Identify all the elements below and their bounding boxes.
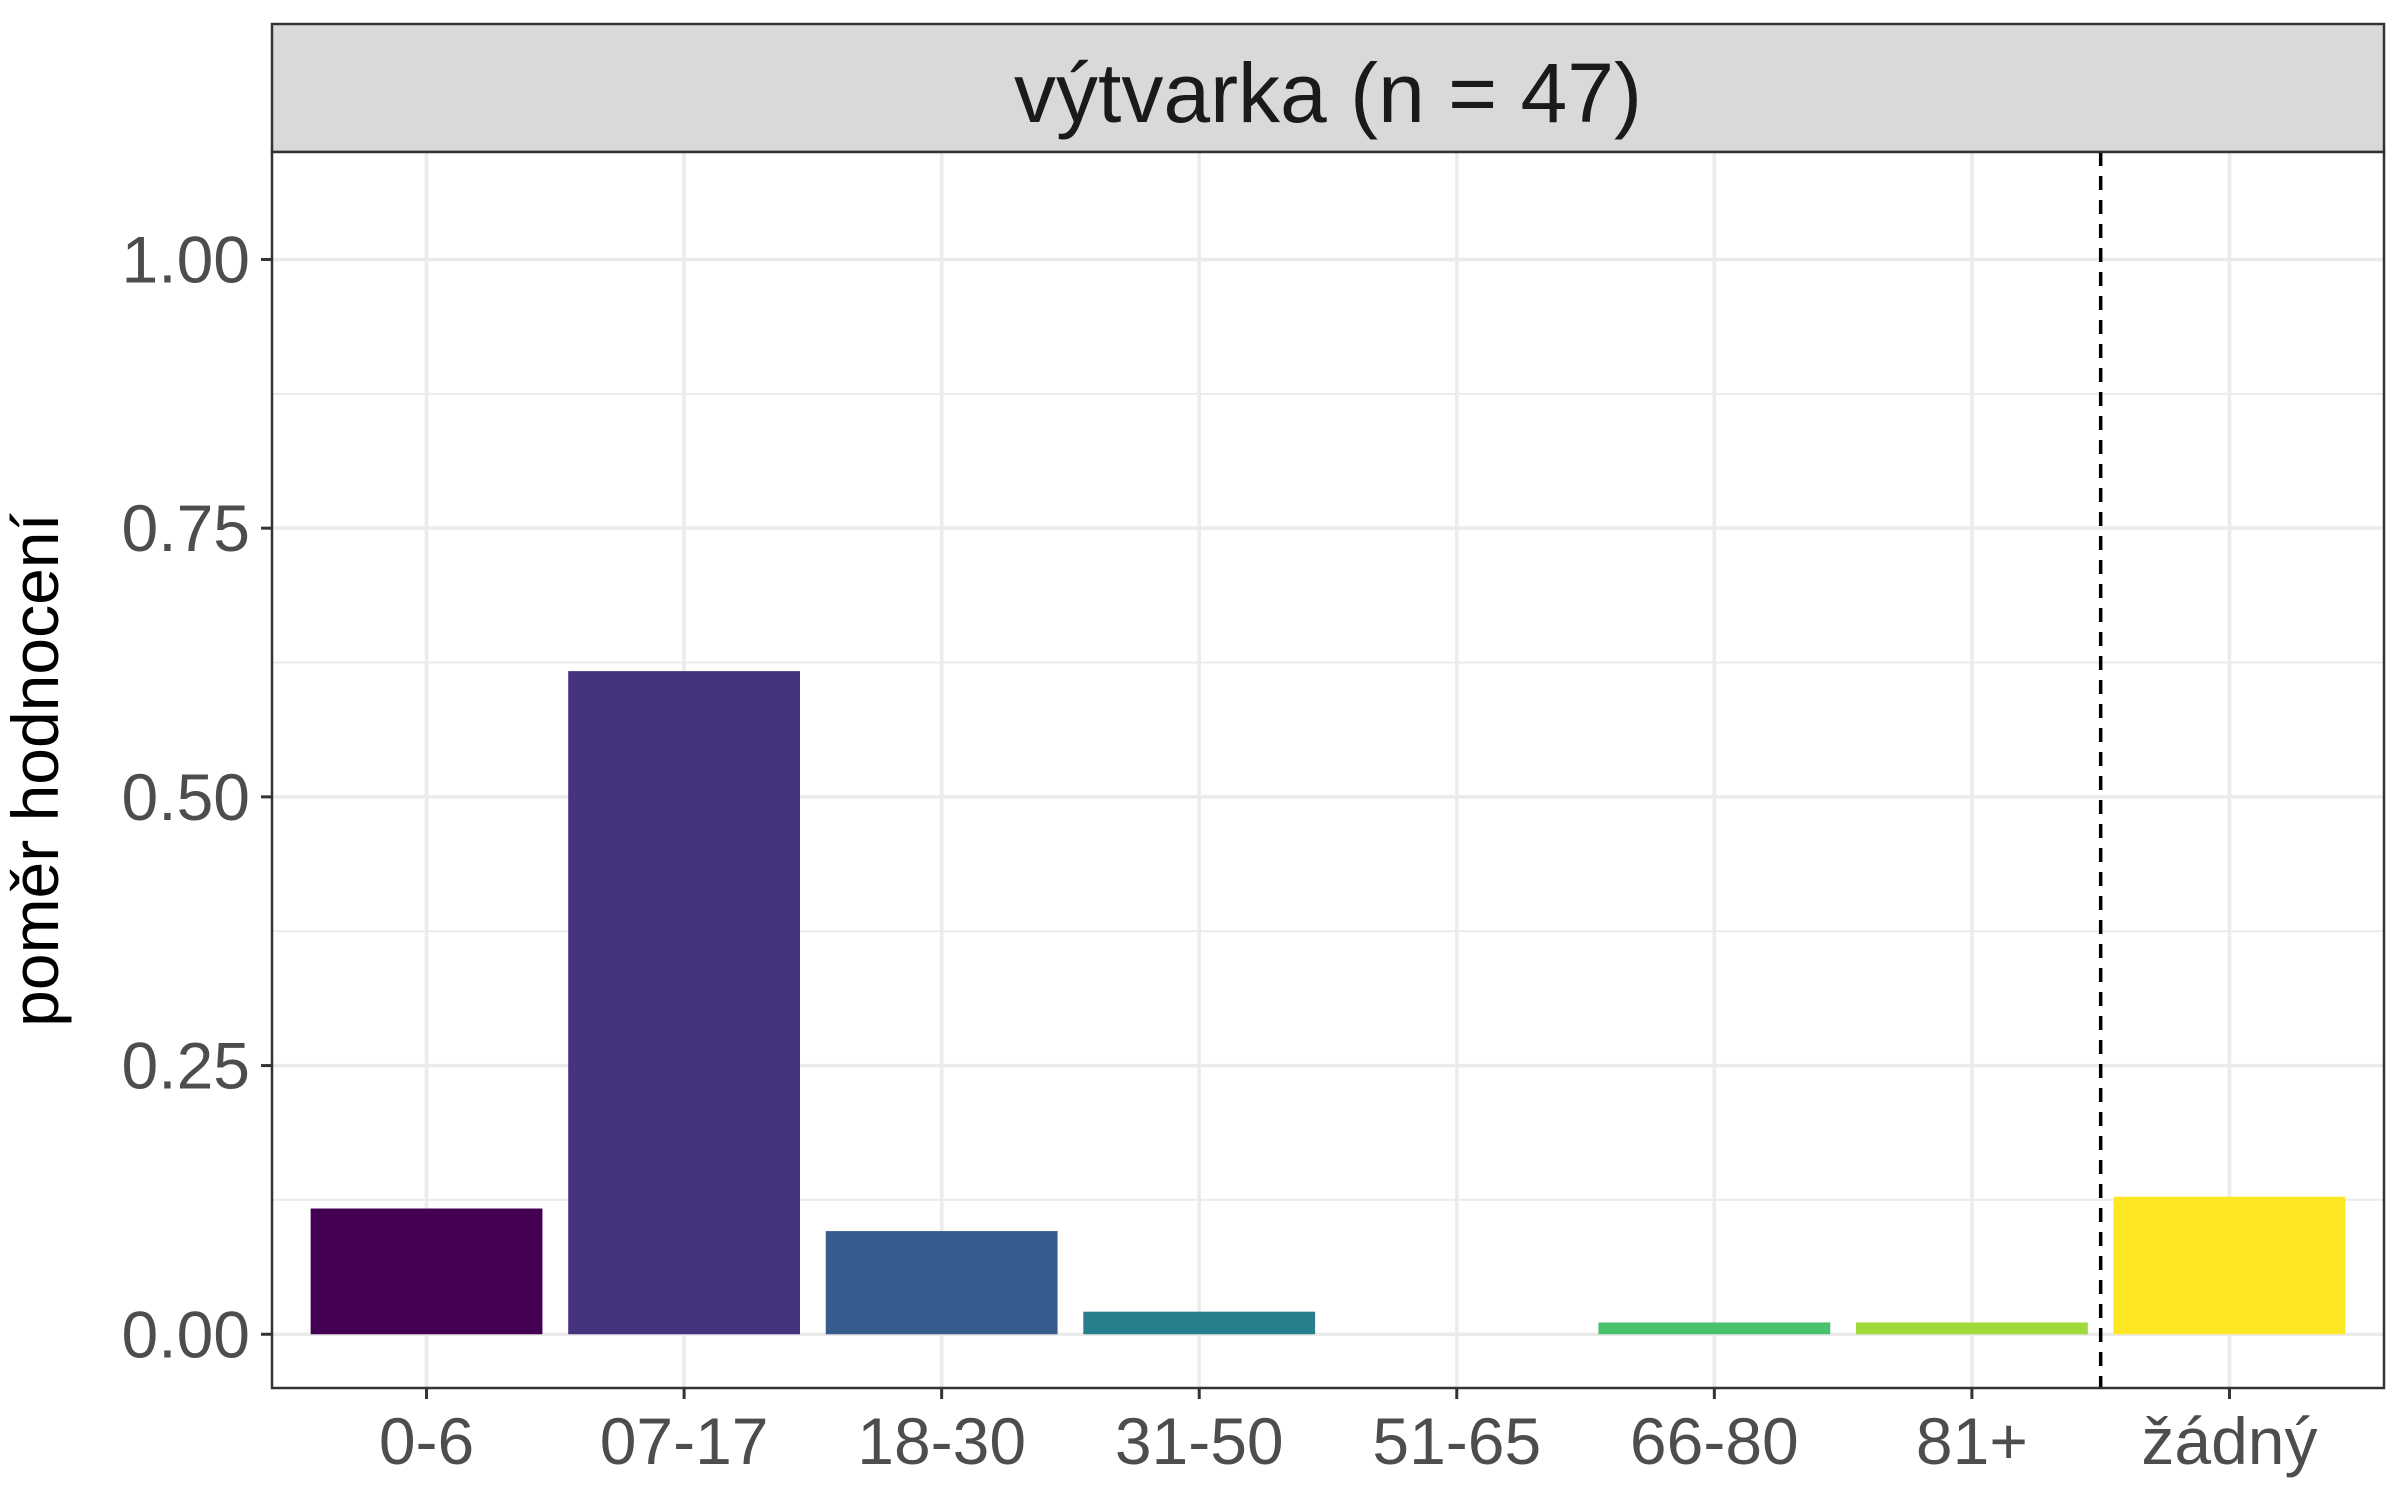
y-tick-label: 1.00 [122,222,250,296]
y-tick-label: 0.25 [122,1029,250,1103]
bar-81+ [1856,1322,2088,1335]
bar-0-6 [310,1208,543,1335]
plot-border [270,150,2386,1390]
x-axis: 0-6 07-17 18-30 31-50 51-65 66-80 81+ žádný [379,1388,2318,1478]
x-tick-label: 51-65 [1372,1404,1541,1478]
x-tick-label: 66-80 [1630,1404,1799,1478]
x-tick-label: 81+ [1916,1404,2028,1478]
bar-07-17 [568,671,800,1335]
y-tick-label: 0.50 [122,760,250,834]
strip-background [270,22,2386,154]
bars [310,671,2346,1335]
bar-66-80 [1598,1322,1831,1335]
x-tick-label: 31-50 [1115,1404,1284,1478]
x-tick-label: 07-17 [600,1404,769,1478]
y-tick-label: 0.75 [122,491,250,565]
facet-title: výtvarka (n = 47) [1014,46,1642,140]
y-axis: 0.00 0.25 0.50 0.75 1.00 [122,222,272,1371]
y-tick-label: 0.00 [122,1297,250,1371]
bar-31-50 [1083,1311,1316,1335]
bar-žádný [2113,1196,2346,1335]
y-axis-title: poměr hodnocení [0,512,72,1026]
x-tick-label: 18-30 [857,1404,1026,1478]
bar-18-30 [825,1231,1058,1335]
x-tick-label: žádný [2141,1404,2317,1478]
x-tick-label: 0-6 [379,1404,474,1478]
